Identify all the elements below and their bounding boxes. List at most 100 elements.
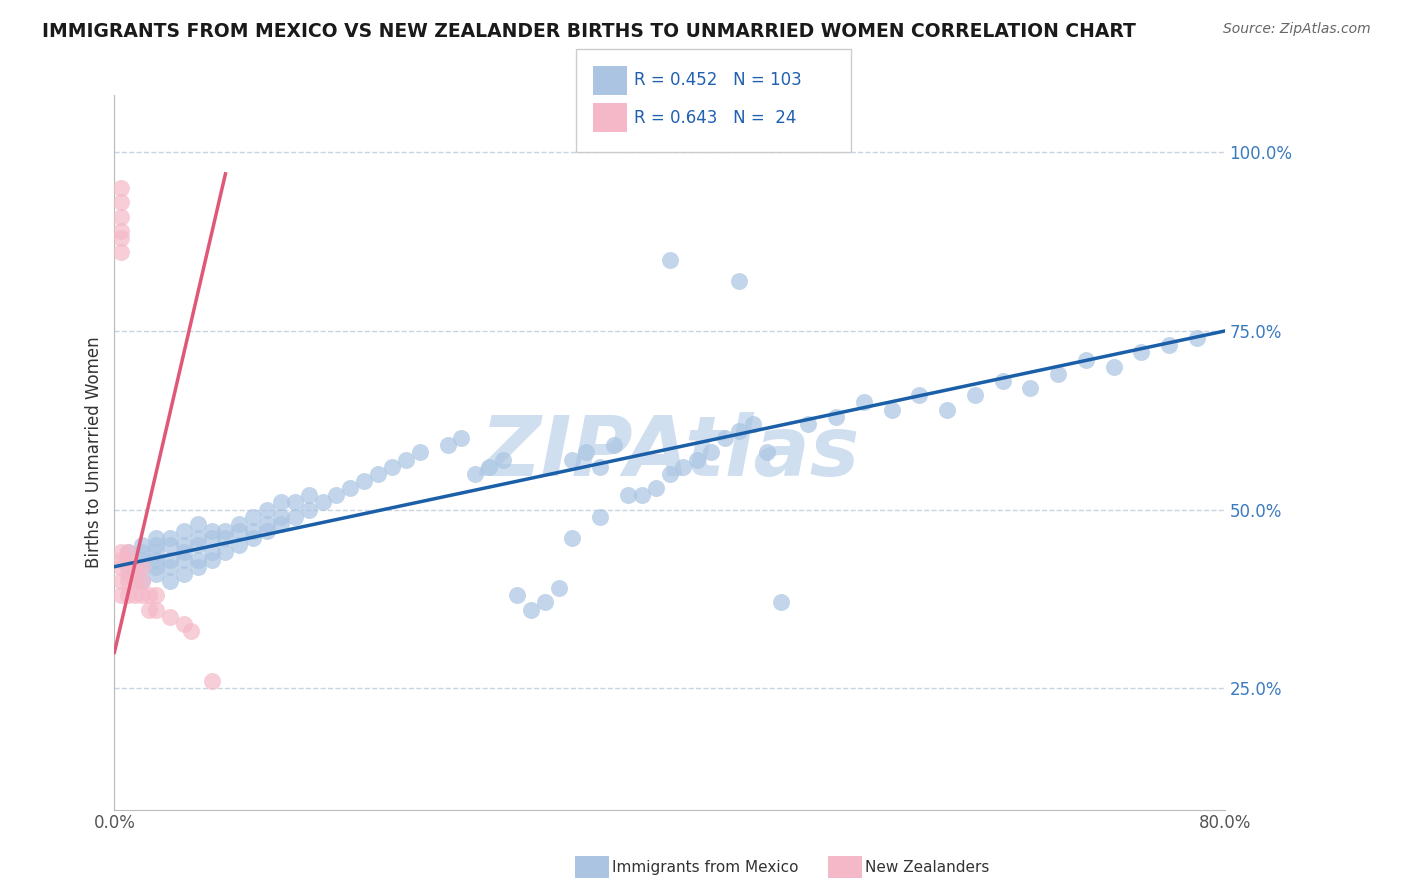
Point — [117, 545, 139, 559]
Point — [117, 574, 139, 588]
Point — [339, 481, 361, 495]
Point — [110, 552, 132, 566]
Text: R = 0.452   N = 103: R = 0.452 N = 103 — [634, 71, 801, 89]
Point — [159, 559, 181, 574]
Point — [110, 181, 132, 195]
Point — [145, 538, 167, 552]
Point — [110, 245, 132, 260]
Text: ZIPAtlas: ZIPAtlas — [479, 412, 859, 493]
Point — [741, 417, 763, 431]
Point — [908, 388, 931, 402]
Point — [353, 474, 375, 488]
Point — [173, 538, 195, 552]
Point — [256, 516, 278, 531]
Point — [124, 574, 146, 588]
Point — [533, 595, 555, 609]
Point — [367, 467, 389, 481]
Point — [242, 524, 264, 538]
Point — [311, 495, 333, 509]
Point — [200, 531, 222, 545]
Point — [797, 417, 820, 431]
Point — [1130, 345, 1153, 359]
Point — [228, 516, 250, 531]
Point — [145, 566, 167, 581]
Text: IMMIGRANTS FROM MEXICO VS NEW ZEALANDER BIRTHS TO UNMARRIED WOMEN CORRELATION CH: IMMIGRANTS FROM MEXICO VS NEW ZEALANDER … — [42, 22, 1136, 41]
Point — [284, 495, 307, 509]
Point — [110, 559, 132, 574]
Point — [298, 502, 321, 516]
Point — [936, 402, 959, 417]
Point — [187, 559, 209, 574]
Point — [242, 531, 264, 545]
Point — [117, 552, 139, 566]
Point — [187, 538, 209, 552]
Point — [159, 609, 181, 624]
Point — [117, 566, 139, 581]
Point — [963, 388, 986, 402]
Point — [117, 559, 139, 574]
Point — [1159, 338, 1181, 352]
Point — [658, 467, 681, 481]
Point — [1074, 352, 1097, 367]
Point — [270, 516, 292, 531]
Text: New Zealanders: New Zealanders — [865, 860, 988, 874]
Point — [991, 374, 1014, 388]
Point — [138, 602, 160, 616]
Point — [1102, 359, 1125, 374]
Point — [110, 574, 132, 588]
Point — [769, 595, 792, 609]
Point — [242, 509, 264, 524]
Point — [173, 616, 195, 631]
Y-axis label: Births to Unmarried Women: Births to Unmarried Women — [86, 336, 103, 568]
Point — [159, 574, 181, 588]
Point — [145, 531, 167, 545]
Point — [110, 210, 132, 224]
Point — [117, 545, 139, 559]
Point — [110, 588, 132, 602]
Point — [395, 452, 418, 467]
Point — [138, 588, 160, 602]
Point — [658, 252, 681, 267]
Point — [214, 531, 236, 545]
Point — [714, 431, 737, 445]
Point — [561, 452, 583, 467]
Point — [173, 566, 195, 581]
Point — [506, 588, 529, 602]
Point — [131, 538, 153, 552]
Point — [450, 431, 472, 445]
Point — [755, 445, 778, 459]
Point — [131, 574, 153, 588]
Point — [464, 467, 486, 481]
Point — [575, 445, 598, 459]
Point — [200, 524, 222, 538]
Point — [131, 545, 153, 559]
Text: Source: ZipAtlas.com: Source: ZipAtlas.com — [1223, 22, 1371, 37]
Point — [644, 481, 666, 495]
Point — [187, 516, 209, 531]
Point — [173, 545, 195, 559]
Point — [298, 488, 321, 502]
Point — [228, 538, 250, 552]
Point — [180, 624, 202, 638]
Point — [159, 531, 181, 545]
Point — [228, 524, 250, 538]
Point — [270, 509, 292, 524]
Point — [728, 424, 751, 438]
Point — [561, 531, 583, 545]
Point — [145, 602, 167, 616]
Point — [200, 545, 222, 559]
Point — [124, 559, 146, 574]
Point — [145, 545, 167, 559]
Point — [672, 459, 695, 474]
Point — [589, 509, 612, 524]
Point — [145, 552, 167, 566]
Point — [187, 531, 209, 545]
Point — [145, 588, 167, 602]
Point — [852, 395, 875, 409]
Point — [547, 581, 569, 595]
Point — [159, 538, 181, 552]
Point — [520, 602, 543, 616]
Point — [256, 502, 278, 516]
Point — [284, 509, 307, 524]
Point — [700, 445, 723, 459]
